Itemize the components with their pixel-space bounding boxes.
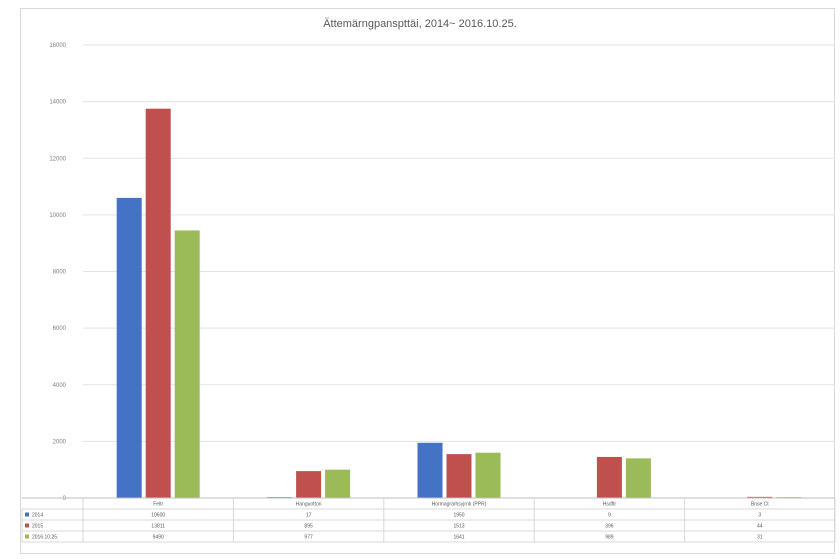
- table-cell: 396: [605, 524, 614, 530]
- series-name: 2014: [32, 513, 43, 519]
- bar: [174, 230, 200, 498]
- table-cell: 31: [757, 535, 763, 541]
- table-cell: 9: [608, 513, 611, 519]
- table-cell: 1513: [453, 524, 464, 530]
- bar: [296, 471, 322, 498]
- chart-title: Ättemärngpanspttäi, 2014~ 2016.10.25.: [323, 18, 517, 30]
- y-tick-label: 4000: [53, 383, 67, 389]
- table-cell: 895: [304, 524, 313, 530]
- y-tick-label: 8000: [53, 270, 67, 276]
- series-name: 2016.10.25.: [32, 535, 58, 541]
- legend-key: [25, 534, 29, 539]
- bar: [417, 442, 443, 498]
- legend-key: [25, 512, 29, 517]
- y-tick-label: 10000: [49, 213, 66, 219]
- table-cell: 17: [306, 513, 312, 519]
- y-axis-tick-labels: 0 2000 4000 6000 8000 10000 12000 14000 16000: [49, 43, 66, 502]
- table-cell: 9490: [153, 535, 164, 541]
- table-cell: 44: [757, 524, 763, 530]
- y-tick-label: 12000: [49, 156, 66, 162]
- y-tick-label: 14000: [49, 100, 66, 106]
- bar: [145, 108, 171, 498]
- bar: [325, 469, 351, 498]
- bar: [747, 496, 773, 498]
- table-cell: 989: [605, 535, 614, 541]
- category-label: Hsdftr: [603, 502, 617, 508]
- table-cell: 13811: [151, 524, 165, 530]
- bar: [475, 452, 501, 498]
- bar: [625, 458, 651, 498]
- y-tick-label: 16000: [49, 43, 66, 49]
- bar: [596, 456, 622, 498]
- table-cell: 3: [758, 513, 761, 519]
- data-table: Feltr Hanguotton Hormagrarhsyjrnk (PPR) Hsd…: [21, 497, 836, 543]
- table-cell: 10600: [151, 513, 165, 519]
- y-tick-label: 0: [63, 496, 67, 502]
- category-label: Bnse Ct: [751, 502, 769, 508]
- category-label: Hormagrarhsyjrnk (PPR): [432, 502, 487, 508]
- category-label: Feltr: [153, 502, 163, 508]
- table-cell: 1641: [453, 535, 464, 541]
- y-tick-label: 6000: [53, 326, 67, 332]
- table-cell: 977: [304, 535, 313, 541]
- category-label: Hanguotton: [296, 502, 322, 508]
- legend-key: [25, 523, 29, 528]
- series-name: 2015: [32, 524, 43, 530]
- table-cell: 1950: [453, 513, 464, 519]
- bars: [116, 108, 802, 499]
- gridlines: [83, 44, 835, 499]
- bar: [116, 197, 142, 498]
- y-tick-label: 2000: [53, 439, 67, 445]
- bar: [446, 454, 472, 498]
